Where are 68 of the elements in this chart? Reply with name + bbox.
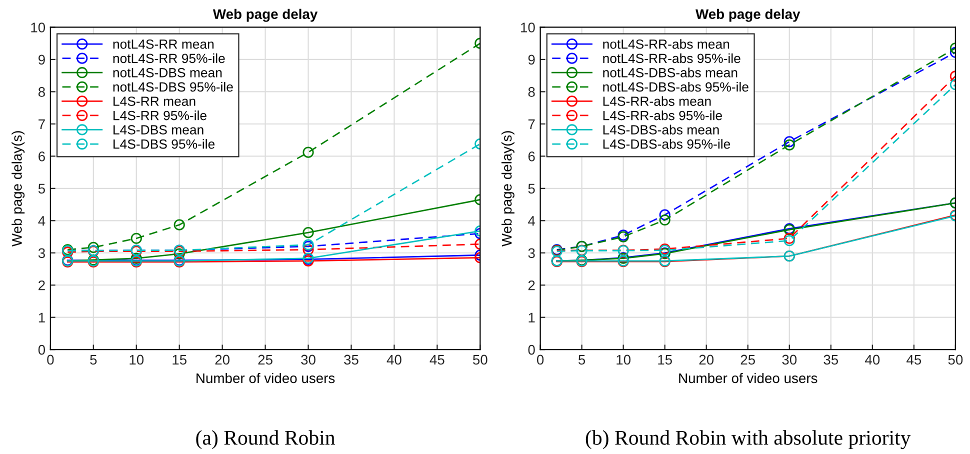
x-axis-title: Number of video users xyxy=(196,372,335,384)
x-tick-label: 35 xyxy=(824,354,838,365)
x-tick-label: 50 xyxy=(948,354,963,365)
legend-label: notL4S-RR mean xyxy=(113,39,214,49)
y-tick-label: 0 xyxy=(528,344,535,355)
x-tick-label: 20 xyxy=(215,354,230,365)
legend-label: notL4S-DBS-abs mean xyxy=(603,68,738,78)
y-axis-title: Web page delay(s) xyxy=(501,131,514,247)
legend-label: notL4S-DBS mean xyxy=(113,68,222,78)
legend-label: L4S-DBS mean xyxy=(114,125,204,134)
y-tick-label: 2 xyxy=(528,280,535,290)
chart-title: Web page delay xyxy=(212,8,318,22)
y-tick-label: 9 xyxy=(528,54,535,65)
x-tick-label: 25 xyxy=(740,354,756,365)
y-axis-title: Web page delay(s) xyxy=(12,131,25,247)
y-tick-label: 5 xyxy=(528,184,535,194)
y-tick-label: 3 xyxy=(528,248,535,258)
y-tick-label: 3 xyxy=(38,248,45,258)
x-tick-label: 50 xyxy=(472,354,488,365)
y-tick-label: 7 xyxy=(528,119,535,129)
x-tick-label: 15 xyxy=(172,354,186,365)
x-tick-label: 10 xyxy=(616,354,631,365)
legend-label: L4S-RR-abs 95%-ile xyxy=(603,110,722,120)
text: (b) Round Robin with absolute priority xyxy=(586,430,911,450)
legend-label: notL4S-DBS-abs 95%-ile xyxy=(603,82,748,92)
y-tick-label: 8 xyxy=(38,87,45,97)
y-tick-label: 6 xyxy=(528,152,535,162)
x-tick-label: 40 xyxy=(865,354,880,365)
legend-label: L4S-RR 95%-ile xyxy=(114,110,206,120)
x-tick-label: 5 xyxy=(578,354,586,365)
x-tick-label: 35 xyxy=(344,354,358,365)
x-tick-label: 30 xyxy=(782,354,797,365)
y-tick-label: 9 xyxy=(38,54,45,65)
legend-label: L4S-DBS-abs mean xyxy=(603,124,719,134)
y-tick-label: 4 xyxy=(528,216,536,226)
y-tick-label: 7 xyxy=(38,119,45,129)
y-tick-label: 1 xyxy=(528,312,535,322)
y-tick-label: 0 xyxy=(38,344,46,355)
text: (a) Round Robin xyxy=(196,430,335,450)
legend-label: notL4S-RR-abs mean xyxy=(603,39,730,49)
legend-label: notL4S-RR 95%-ile xyxy=(113,53,225,64)
x-tick-label: 10 xyxy=(130,354,144,365)
y-tick-label: 1 xyxy=(38,312,45,322)
x-tick-label: 40 xyxy=(386,354,402,365)
legend-label: L4S-DBS-abs 95%-ile xyxy=(603,139,730,149)
x-tick-label: 0 xyxy=(47,354,54,365)
x-tick-label: 30 xyxy=(301,354,316,365)
x-tick-label: 45 xyxy=(430,354,444,365)
x-tick-label: 0 xyxy=(536,354,544,365)
legend-label: L4S-RR mean xyxy=(114,96,196,106)
x-tick-label: 20 xyxy=(699,354,714,365)
x-tick-label: 15 xyxy=(658,354,672,365)
legend-label: notL4S-DBS 95%-ile xyxy=(113,82,233,92)
x-axis-title: Number of video users xyxy=(679,372,818,384)
y-tick-label: 4 xyxy=(38,216,46,226)
x-tick-label: 45 xyxy=(906,354,922,365)
y-tick-label: 5 xyxy=(38,184,45,194)
chart-title: Web page delay xyxy=(696,8,800,22)
y-tick-label: 8 xyxy=(528,87,535,97)
y-tick-label: 2 xyxy=(38,280,45,290)
x-tick-label: 5 xyxy=(90,354,97,365)
legend-label: L4S-RR-abs mean xyxy=(603,96,711,106)
x-tick-label: 25 xyxy=(258,354,272,365)
legend-label: notL4S-RR-abs 95%-ile xyxy=(603,53,740,64)
y-tick-label: 10 xyxy=(521,22,535,32)
y-tick-label: 10 xyxy=(31,22,46,32)
y-tick-label: 6 xyxy=(38,152,45,162)
legend-label: L4S-DBS 95%-ile xyxy=(114,139,215,149)
